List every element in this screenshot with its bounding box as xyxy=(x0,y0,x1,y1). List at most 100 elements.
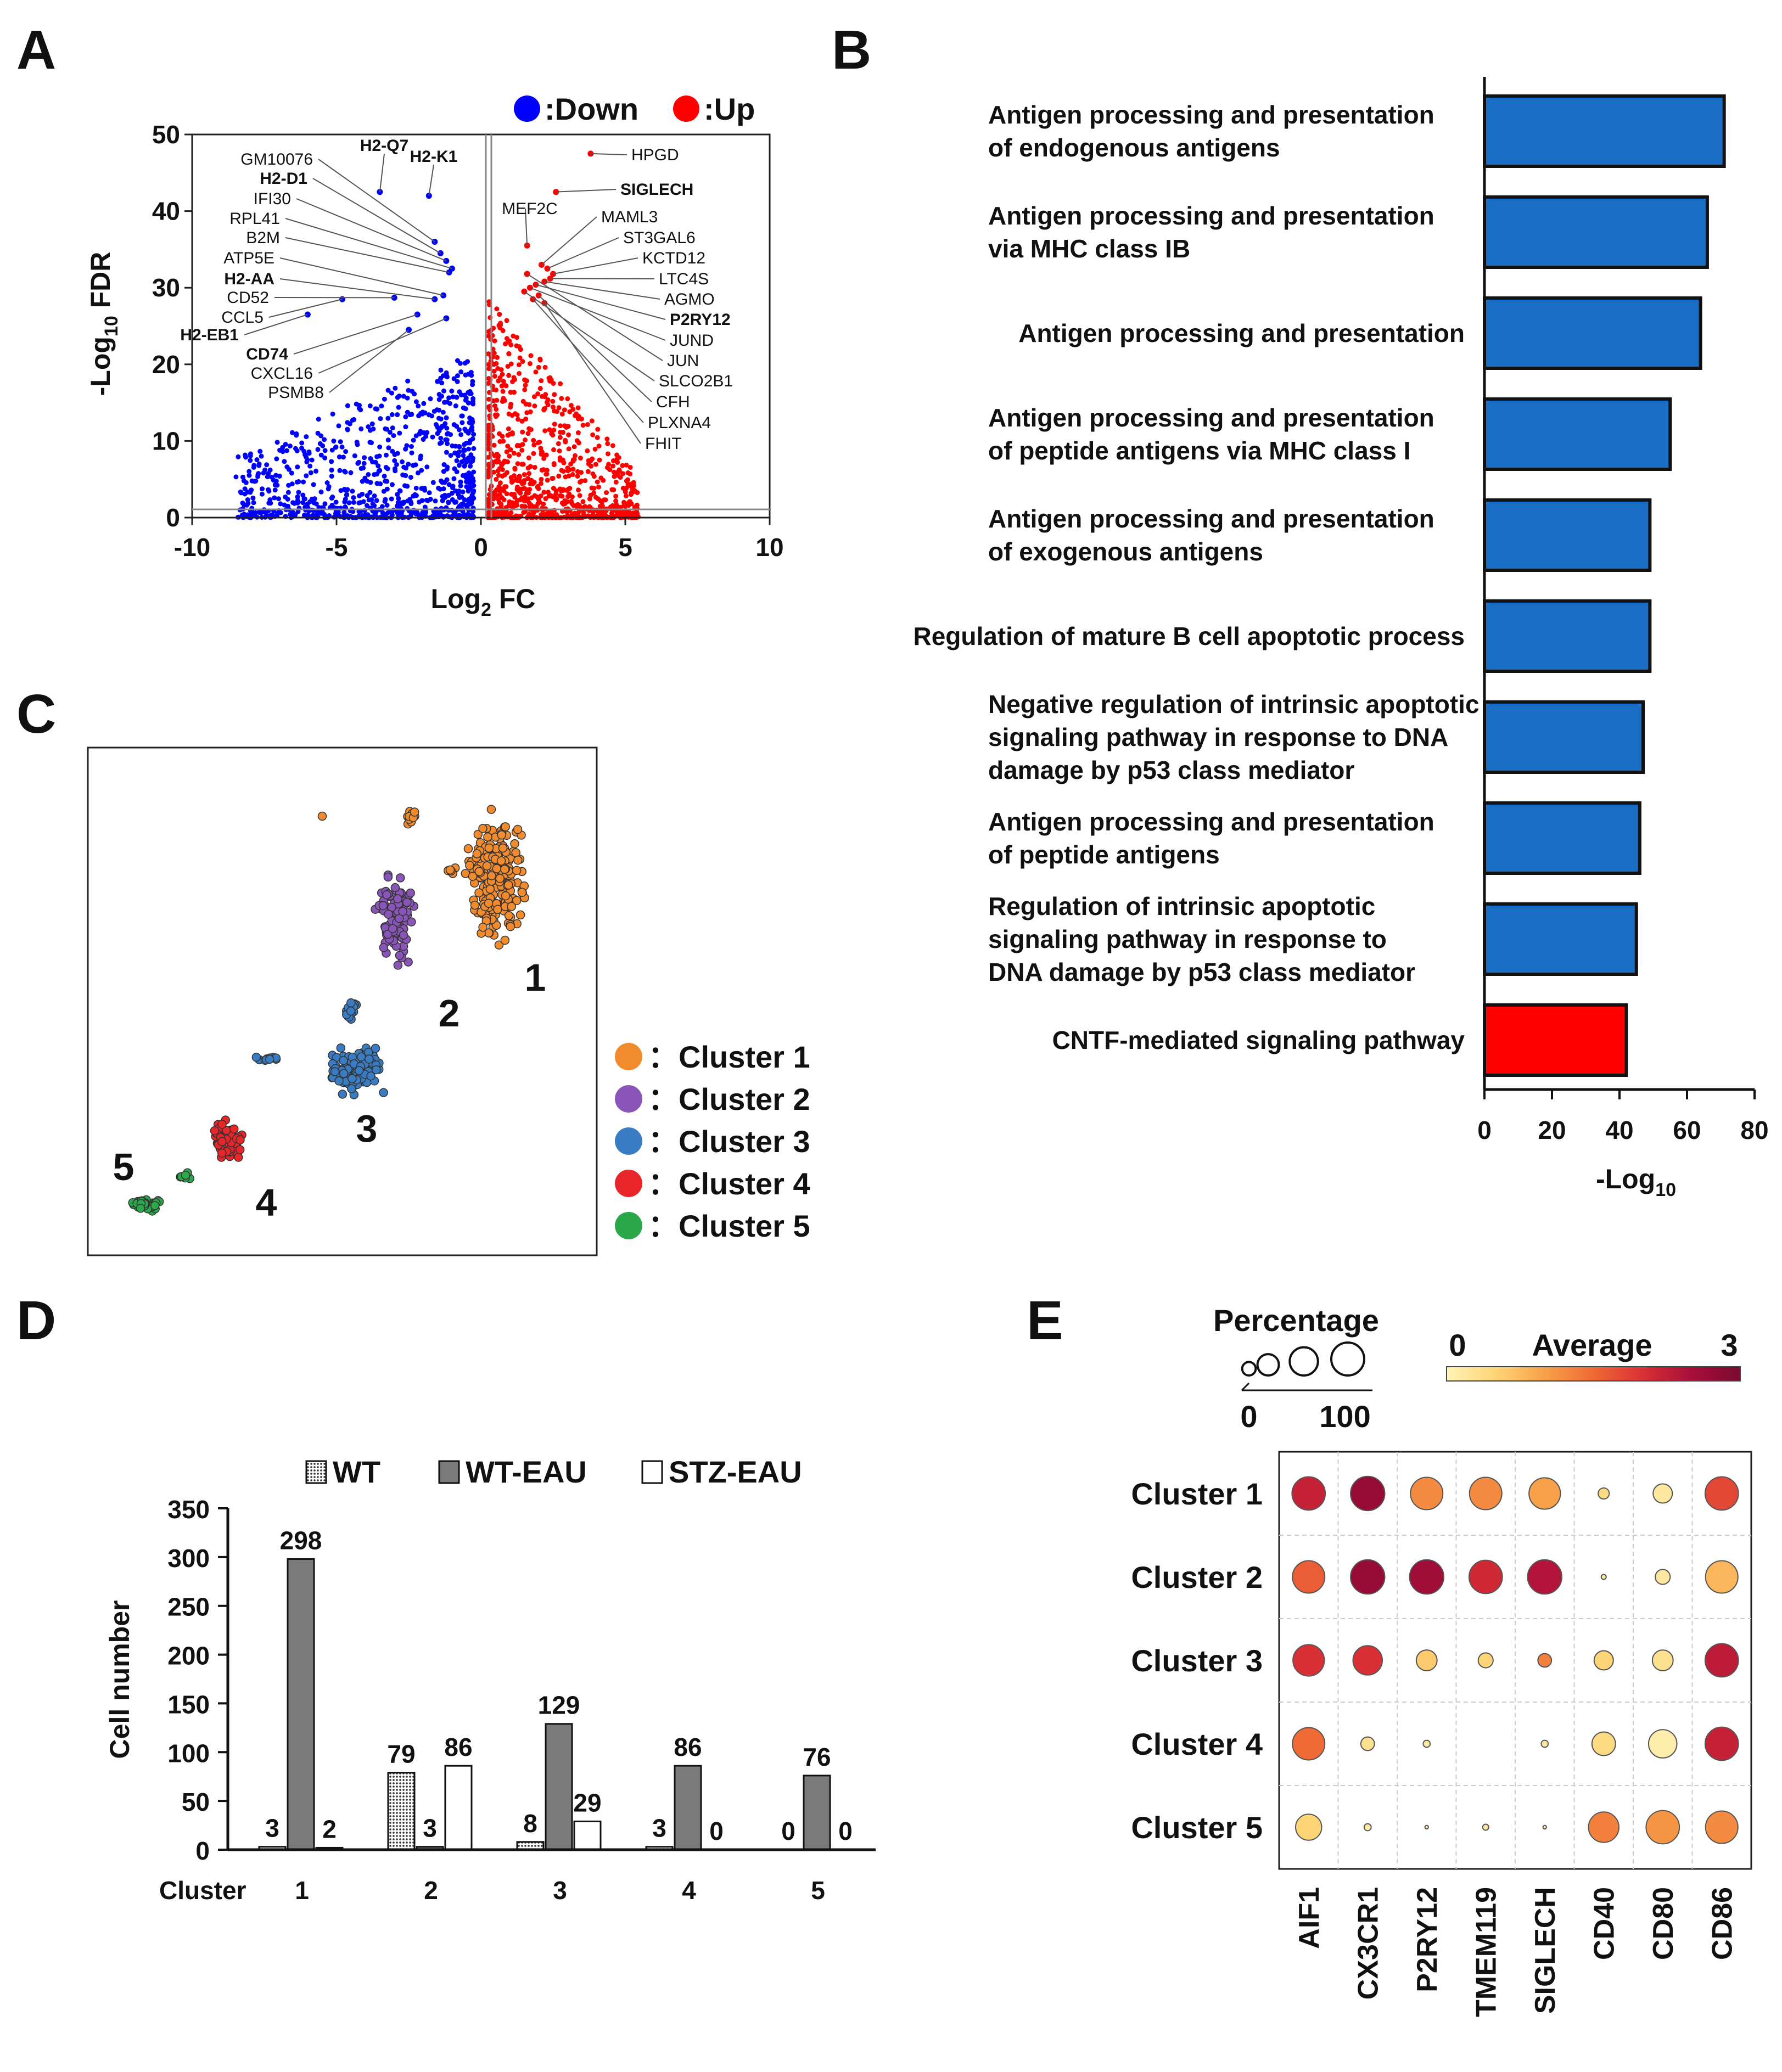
down-gene-dot xyxy=(436,407,442,413)
expression-dot xyxy=(1363,1823,1372,1832)
down-gene-dot xyxy=(470,399,476,405)
gene-leader-line xyxy=(543,302,641,444)
up-gene-dot xyxy=(556,473,562,479)
cell-dot-cluster-4 xyxy=(217,1137,227,1147)
up-gene-dot xyxy=(496,323,502,328)
down-gene-dot xyxy=(469,501,474,506)
down-gene-dot xyxy=(304,473,309,479)
cell-number-bars: 3 298 2 1 79 3 86 2 8 129 29 3 3 86 0 4 0 76 0 5 xyxy=(258,1526,860,1905)
up-gene-dot xyxy=(561,487,566,492)
up-gene-dot xyxy=(520,442,525,447)
down-gene-dot xyxy=(463,397,468,403)
cluster-legend: ：Cluster 1 ：Cluster 2 ：Cluster 3 ：Cluster 4… xyxy=(615,1040,810,1243)
cluster-category-label: 3 xyxy=(553,1876,567,1905)
cell-number-value-label: 3 xyxy=(652,1814,666,1843)
up-gene-dot xyxy=(588,492,593,498)
dot-plot-row-labels: Cluster 1 Cluster 2 Cluster 3 Cluster 4 Clus… xyxy=(1131,1476,1263,1845)
down-gene-dot xyxy=(460,489,466,495)
up-gene-dot xyxy=(625,477,631,482)
down-gene-dot xyxy=(446,508,451,513)
cluster-category-label: 4 xyxy=(682,1876,696,1905)
down-gene-dot xyxy=(466,429,471,435)
down-gene-dot xyxy=(377,444,383,450)
down-gene-dot xyxy=(403,446,408,452)
up-gene-dot xyxy=(492,373,497,379)
gene-label: H2-Q7 xyxy=(360,137,408,155)
down-gene-dot xyxy=(416,403,421,409)
up-gene-dot xyxy=(568,403,574,408)
cluster-legend-label: ：Cluster 5 xyxy=(648,1209,810,1243)
up-gene-dot xyxy=(526,471,532,476)
down-gene-dot xyxy=(467,389,473,394)
cell-dot-cluster-1 xyxy=(493,905,502,914)
gene-label: PLXNA4 xyxy=(648,414,711,432)
up-gene-dot xyxy=(523,383,528,388)
cell-dot-cluster-3 xyxy=(251,1052,261,1062)
cell-dot-cluster-3 xyxy=(346,1006,356,1016)
volcano-y-tick-label: 0 xyxy=(166,503,180,532)
down-gene-dot xyxy=(362,455,367,461)
down-gene-dot xyxy=(333,499,339,505)
expression-dot xyxy=(1651,1649,1674,1671)
go-term-line: signaling pathway in response to DNA xyxy=(988,723,1448,751)
down-gene-dot xyxy=(377,453,382,459)
go-ticks: 0 20 40 60 80 xyxy=(1477,1090,1769,1144)
down-gene-dot xyxy=(322,448,328,453)
up-gene-dot xyxy=(537,386,543,391)
up-gene-dot xyxy=(593,495,598,500)
up-gene-dot xyxy=(501,460,506,465)
gene-label: H2-D1 xyxy=(260,170,307,188)
up-gene-dot xyxy=(550,398,556,404)
down-gene-dot xyxy=(436,485,441,491)
up-gene-dot xyxy=(531,442,537,448)
down-gene-dot xyxy=(361,461,367,466)
down-gene-dot xyxy=(456,453,461,458)
down-gene-dot xyxy=(287,443,293,449)
up-gene-dot xyxy=(499,383,505,389)
down-gene-dot xyxy=(251,500,256,506)
down-gene-dot xyxy=(372,493,377,499)
down-gene-dot xyxy=(282,502,287,508)
volcano-y-tick-label: 10 xyxy=(152,426,180,455)
up-gene-dot xyxy=(575,405,581,411)
cell-dot-cluster-3 xyxy=(330,1067,340,1076)
gene-label: AGMO xyxy=(664,290,715,308)
cell-number-value-label: 8 xyxy=(523,1809,537,1838)
go-term-label: Regulation of intrinsic apoptotic signali… xyxy=(988,892,1415,986)
up-gene-dot xyxy=(498,503,504,508)
cell-dot-cluster-1 xyxy=(495,874,505,883)
up-gene-dot xyxy=(623,503,628,509)
up-gene-dot xyxy=(507,453,512,459)
down-gene-dot xyxy=(398,500,404,506)
down-gene-dot xyxy=(351,499,356,505)
panel-a-label: A xyxy=(16,19,56,81)
cell-number-value-label: 29 xyxy=(573,1788,601,1817)
up-gene-dot xyxy=(508,510,514,515)
cluster-3-tag: 3 xyxy=(356,1107,378,1150)
gene-leader-line xyxy=(268,299,343,318)
down-gene-dot xyxy=(461,448,467,453)
up-gene-dot xyxy=(495,355,500,360)
down-gene-dot xyxy=(452,450,458,456)
cell-dot-cluster-2 xyxy=(402,897,412,907)
cell-number-legend-swatch xyxy=(305,1460,327,1484)
up-gene-dot xyxy=(505,459,511,464)
cell-number-value-label: 3 xyxy=(265,1814,279,1843)
down-gene-dot xyxy=(374,481,380,486)
cluster-4-tag: 4 xyxy=(256,1181,277,1224)
cell-number-y-tick-label: 0 xyxy=(195,1837,210,1865)
down-gene-dot xyxy=(358,426,364,431)
cell-number-y-tick-label: 200 xyxy=(167,1642,210,1670)
up-gene-dot xyxy=(569,511,575,516)
down-gene-dot xyxy=(424,464,430,470)
up-gene-dot xyxy=(541,501,546,507)
down-gene-dot xyxy=(424,430,430,435)
cell-dot-cluster-5 xyxy=(150,1201,160,1210)
up-gene-dot xyxy=(551,428,557,433)
up-gene-dot xyxy=(532,464,537,470)
down-gene-dot xyxy=(396,496,401,501)
up-gene-dot xyxy=(582,504,587,509)
down-gene-dot xyxy=(456,427,462,433)
down-gene-dot xyxy=(259,453,264,459)
up-gene-dot xyxy=(526,455,531,461)
